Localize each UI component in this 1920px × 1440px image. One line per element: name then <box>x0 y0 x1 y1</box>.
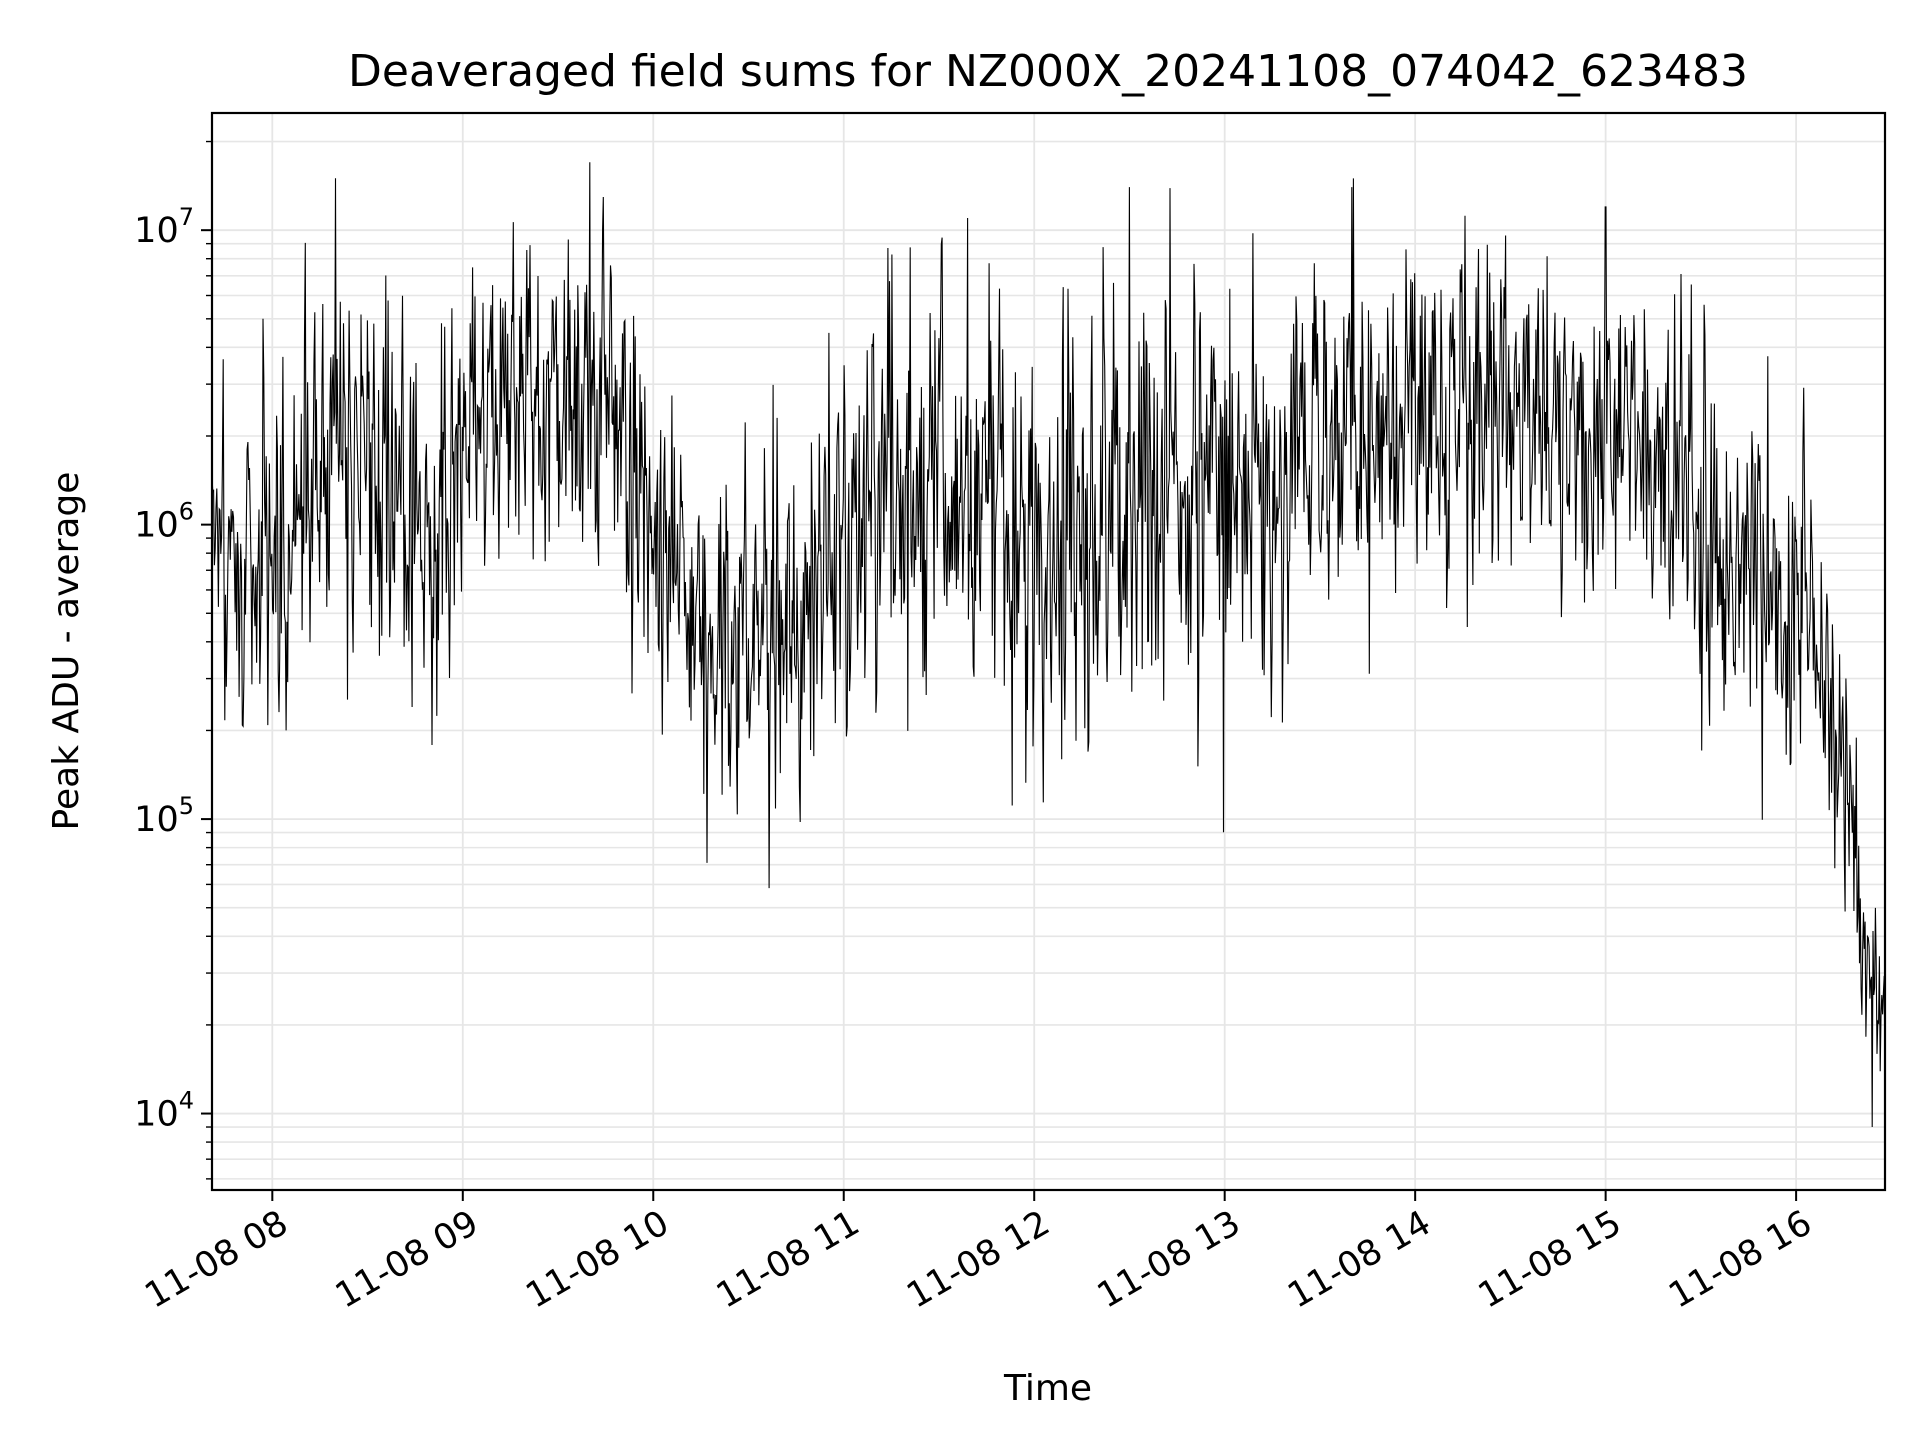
plot-frame <box>210 111 1887 1192</box>
y-tick-label: 104 <box>134 1087 194 1135</box>
series-line <box>211 162 1886 1128</box>
y-tick-label: 105 <box>134 792 194 840</box>
y-tick-label: 106 <box>134 498 194 546</box>
chart-title: Deaveraged field sums for NZ000X_2024110… <box>348 46 1748 97</box>
y-axis-label: Peak ADU - average <box>46 472 87 831</box>
y-tick-label: 107 <box>134 203 194 251</box>
x-axis-label: Time <box>1003 1368 1092 1409</box>
series-path <box>211 162 1886 1128</box>
